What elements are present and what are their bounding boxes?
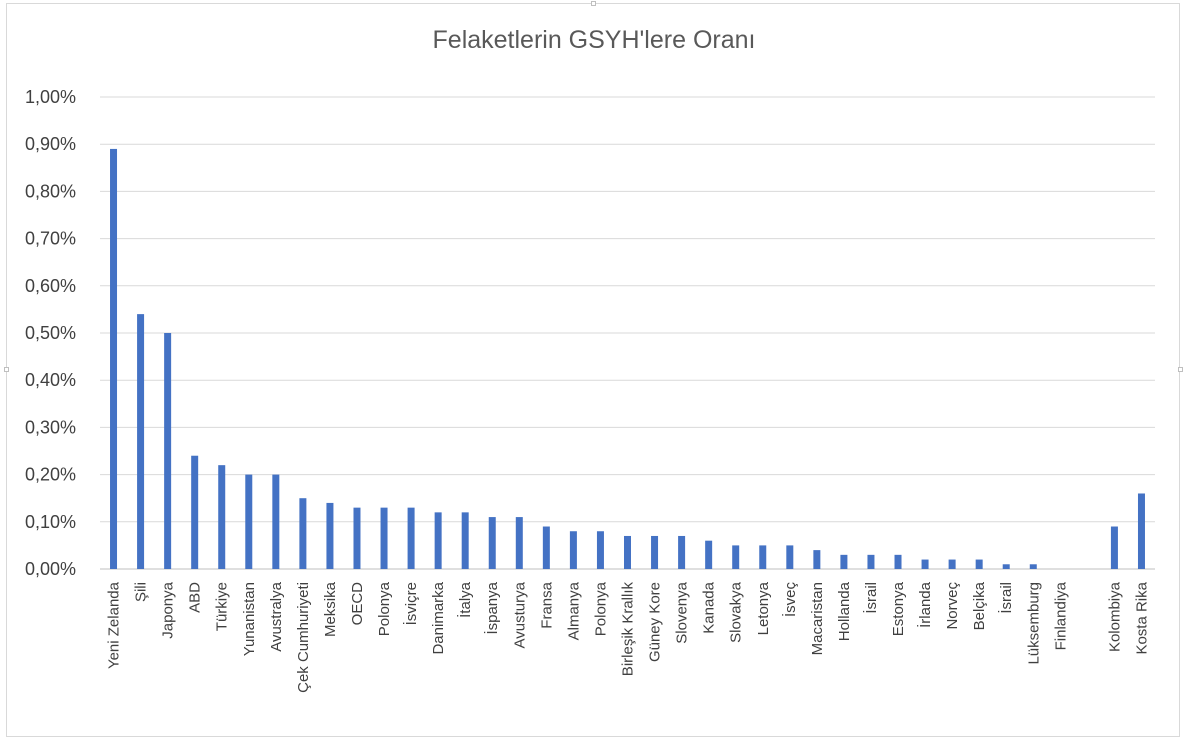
bar xyxy=(191,455,199,569)
y-tick-label: 0,10% xyxy=(25,512,76,532)
x-tick-label: Şili xyxy=(133,582,150,602)
x-tick-label: ABD xyxy=(187,582,204,613)
x-tick-label: Fransa xyxy=(538,581,555,628)
x-tick-label: Kolombiya xyxy=(1106,581,1123,652)
bar xyxy=(732,545,740,569)
x-tick-label: Avusturya xyxy=(511,581,528,648)
bar xyxy=(218,465,226,569)
x-tick-label: OECD xyxy=(349,582,366,626)
x-tick-label: Türkiye xyxy=(214,582,231,631)
x-tick-label: İsveç xyxy=(781,582,799,618)
x-tick-label: Estonya xyxy=(890,581,907,636)
x-tick-label: İtalya xyxy=(456,581,474,618)
x-tick-label: Çek Cumhuriyeti xyxy=(295,582,312,693)
x-tick-label: Avustralya xyxy=(268,581,285,651)
y-tick-label: 0,60% xyxy=(25,276,76,296)
y-tick-label: 0,70% xyxy=(25,229,76,249)
x-tick-label: Kosta Rika xyxy=(1133,581,1150,654)
y-tick-label: 0,80% xyxy=(25,181,76,201)
x-tick-label: Polonya xyxy=(592,581,609,636)
x-tick-label: Danimarka xyxy=(430,581,447,654)
bar xyxy=(488,517,496,569)
y-tick-label: 0,90% xyxy=(25,134,76,154)
bar xyxy=(867,554,875,569)
bar xyxy=(1110,526,1118,569)
bar xyxy=(515,517,523,569)
bar xyxy=(461,512,469,569)
chart-frame xyxy=(6,3,1180,737)
x-tick-label: Norveç xyxy=(944,582,961,630)
x-tick-label: Almanya xyxy=(565,581,582,640)
bar xyxy=(840,554,848,569)
y-tick-label: 1,00% xyxy=(25,87,76,107)
y-tick-label: 0,00% xyxy=(25,559,76,579)
bar xyxy=(1002,564,1010,569)
x-tick-label: İspanya xyxy=(483,581,501,634)
bar xyxy=(164,333,172,569)
bar xyxy=(245,474,253,569)
x-tick-label: İrlanda xyxy=(916,581,934,628)
x-tick-label: Letonya xyxy=(755,581,772,635)
bar xyxy=(975,559,983,569)
x-tick-label: Lüksemburg xyxy=(1025,582,1042,665)
resize-handle-right[interactable] xyxy=(1178,367,1183,372)
x-tick-label: Slovenya xyxy=(674,581,691,643)
x-tick-label: İsviçre xyxy=(402,582,420,625)
bar xyxy=(380,507,388,569)
bar xyxy=(813,550,821,569)
bar xyxy=(407,507,415,569)
chart-title: Felaketlerin GSYH'lere Oranı xyxy=(432,26,756,54)
bar xyxy=(299,498,307,569)
y-tick-label: 0,20% xyxy=(25,465,76,485)
x-tick-label: Güney Kore xyxy=(647,582,664,662)
x-tick-label: Belçika xyxy=(971,581,988,630)
x-tick-label: Meksika xyxy=(322,581,339,637)
bar xyxy=(596,531,604,569)
bar xyxy=(921,559,929,569)
resize-handle-left[interactable] xyxy=(4,367,9,372)
x-tick-label: Kanada xyxy=(701,581,718,633)
bar xyxy=(326,502,334,569)
y-tick-label: 0,30% xyxy=(25,417,76,437)
bar xyxy=(1029,564,1037,569)
bar xyxy=(110,148,118,570)
bar xyxy=(786,545,794,569)
bar xyxy=(137,314,145,569)
bar xyxy=(569,531,577,569)
y-tick-label: 0,40% xyxy=(25,370,76,390)
x-tick-label: Polonya xyxy=(376,581,393,636)
bar xyxy=(678,535,686,569)
bar xyxy=(624,535,631,569)
x-tick-label: Macaristan xyxy=(809,582,826,655)
resize-handle-top[interactable] xyxy=(591,1,596,6)
bar xyxy=(542,526,550,569)
bar xyxy=(894,554,902,569)
bar xyxy=(434,512,442,569)
x-tick-label: Finlandiya xyxy=(1052,581,1069,650)
x-tick-label: İsrail xyxy=(862,582,880,614)
bar xyxy=(1137,493,1145,569)
x-tick-label: Slovakya xyxy=(728,581,745,643)
bar xyxy=(759,545,767,569)
x-tick-label: Birleşik Krallık xyxy=(620,582,637,677)
y-tick-label: 0,50% xyxy=(25,323,76,343)
x-tick-label: Yunanistan xyxy=(241,582,258,656)
x-tick-label: Japonya xyxy=(160,581,177,638)
bar xyxy=(705,540,713,569)
bar xyxy=(353,507,361,569)
bar xyxy=(948,559,956,569)
bar xyxy=(272,474,280,569)
bar xyxy=(651,535,659,569)
x-tick-label: Hollanda xyxy=(836,581,853,641)
x-tick-label: Yeni Zelanda xyxy=(106,581,123,669)
x-tick-label: İsrail xyxy=(997,582,1015,614)
